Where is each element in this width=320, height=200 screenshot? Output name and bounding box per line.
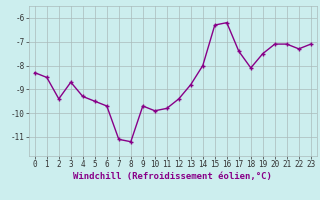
X-axis label: Windchill (Refroidissement éolien,°C): Windchill (Refroidissement éolien,°C): [73, 172, 272, 181]
